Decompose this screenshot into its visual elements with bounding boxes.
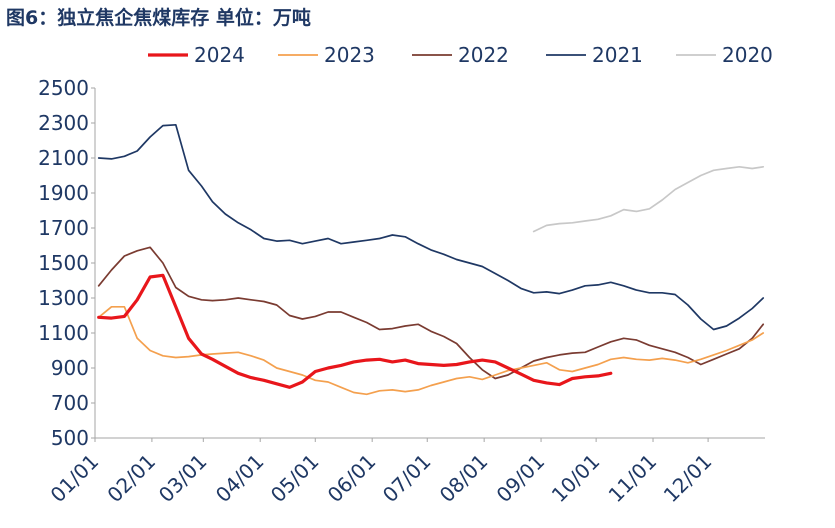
x-tick-label: 08/01 bbox=[435, 449, 493, 507]
chart-title: 图6：独立焦企焦煤库存 单位：万吨 bbox=[6, 7, 311, 29]
x-tick-label: 09/01 bbox=[492, 449, 550, 507]
x-tick-label: 07/01 bbox=[378, 449, 436, 507]
legend-label-2022: 2022 bbox=[458, 43, 509, 67]
series-line-2023 bbox=[97, 305, 765, 396]
x-tick-label: 11/01 bbox=[604, 449, 662, 507]
series-group bbox=[97, 123, 765, 396]
y-tick-label: 1100 bbox=[38, 321, 89, 345]
x-tick-label: 02/01 bbox=[102, 449, 160, 507]
x-tick-label: 10/01 bbox=[547, 449, 605, 507]
series-line-2024 bbox=[97, 273, 613, 389]
x-tick-label: 01/01 bbox=[46, 449, 104, 507]
y-tick-label: 1900 bbox=[38, 181, 89, 205]
y-tick-label: 2100 bbox=[38, 146, 89, 170]
y-tick-label: 2300 bbox=[38, 111, 89, 135]
y-tick-label: 700 bbox=[51, 391, 89, 415]
legend: 2024 2023 2022 2021 2020 bbox=[148, 43, 773, 67]
y-tick-label: 1500 bbox=[38, 251, 89, 275]
legend-label-2023: 2023 bbox=[324, 43, 375, 67]
y-tick-label: 500 bbox=[51, 426, 89, 450]
x-tick-label: 06/01 bbox=[323, 449, 381, 507]
x-tick-label: 12/01 bbox=[659, 449, 717, 507]
y-tick-label: 2500 bbox=[38, 76, 89, 100]
series-line-2020 bbox=[532, 165, 765, 233]
series-line-2021 bbox=[97, 123, 765, 331]
x-tick-label: 04/01 bbox=[211, 449, 269, 507]
x-tick-label: 03/01 bbox=[154, 449, 212, 507]
legend-label-2020: 2020 bbox=[722, 43, 773, 67]
legend-label-2024: 2024 bbox=[194, 43, 245, 67]
y-tick-label: 900 bbox=[51, 356, 89, 380]
legend-label-2021: 2021 bbox=[592, 43, 643, 67]
x-tick-label: 05/01 bbox=[266, 449, 324, 507]
series-line-2022 bbox=[97, 246, 765, 380]
y-tick-label: 1700 bbox=[38, 216, 89, 240]
y-tick-label: 1300 bbox=[38, 286, 89, 310]
